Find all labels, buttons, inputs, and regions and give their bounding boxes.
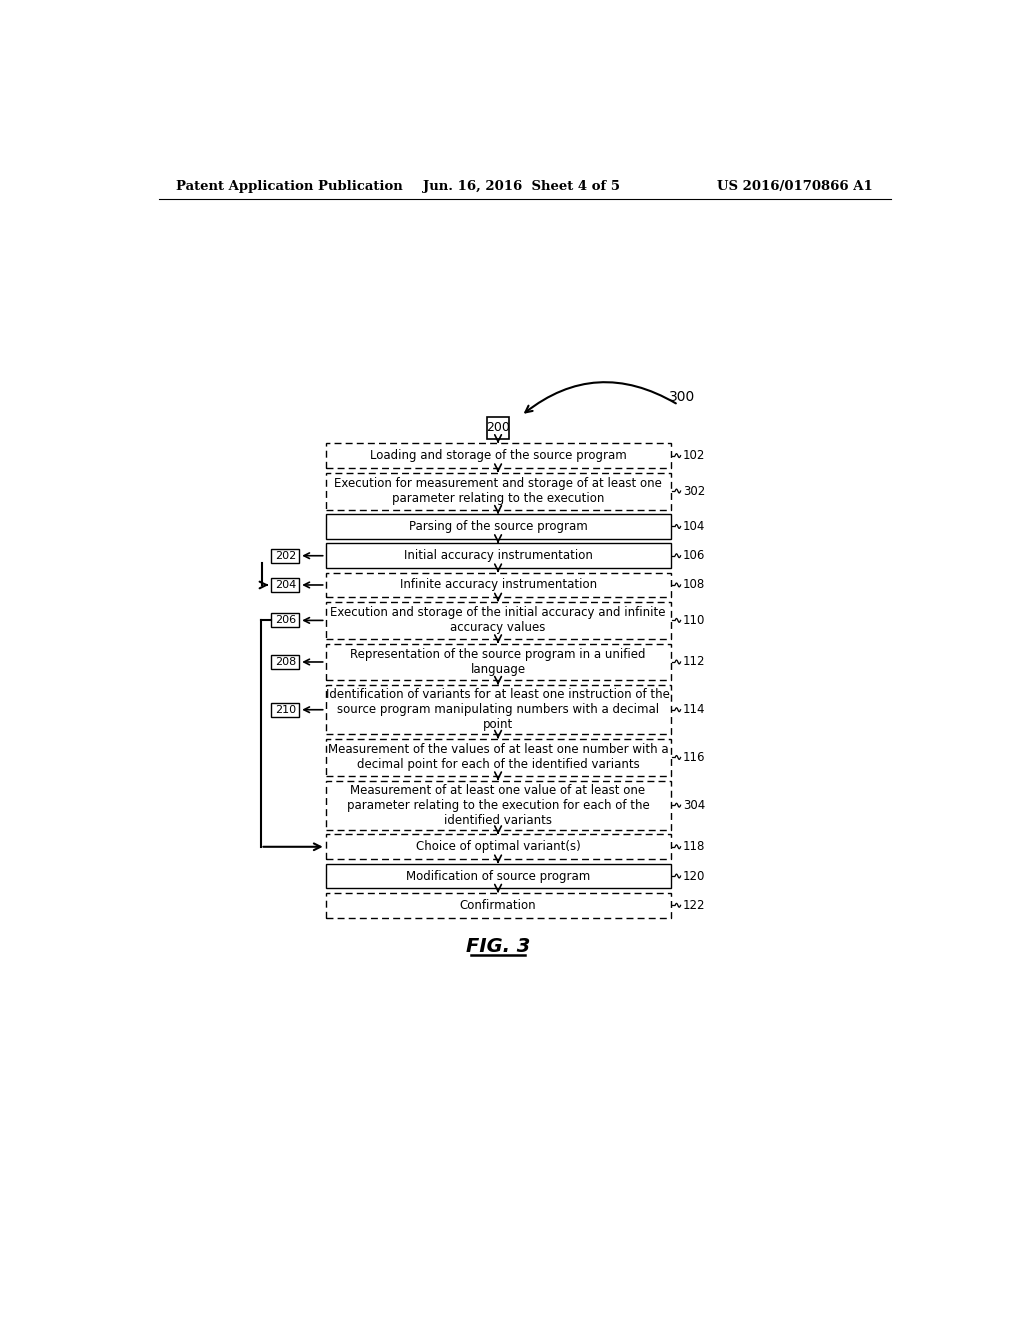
Text: Jun. 16, 2016  Sheet 4 of 5: Jun. 16, 2016 Sheet 4 of 5: [423, 181, 620, 194]
Text: Choice of optimal variant(s): Choice of optimal variant(s): [416, 841, 581, 853]
FancyBboxPatch shape: [326, 685, 671, 734]
Text: 120: 120: [683, 870, 706, 883]
Text: 110: 110: [683, 614, 706, 627]
Text: 108: 108: [683, 578, 706, 591]
Text: FIG. 3: FIG. 3: [466, 937, 530, 957]
Text: Measurement of at least one value of at least one
parameter relating to the exec: Measurement of at least one value of at …: [347, 784, 649, 826]
Text: 116: 116: [683, 751, 706, 764]
Text: 200: 200: [486, 421, 510, 434]
Text: Parsing of the source program: Parsing of the source program: [409, 520, 588, 533]
Text: Identification of variants for at least one instruction of the
source program ma: Identification of variants for at least …: [326, 688, 670, 731]
Text: 304: 304: [683, 799, 706, 812]
Text: 104: 104: [683, 520, 706, 533]
Text: Infinite accuracy instrumentation: Infinite accuracy instrumentation: [399, 578, 597, 591]
Text: 112: 112: [683, 656, 706, 668]
FancyBboxPatch shape: [271, 655, 299, 669]
Text: 208: 208: [274, 657, 296, 667]
FancyBboxPatch shape: [271, 578, 299, 591]
FancyBboxPatch shape: [326, 644, 671, 681]
Text: 114: 114: [683, 704, 706, 717]
FancyBboxPatch shape: [326, 780, 671, 830]
Text: 210: 210: [274, 705, 296, 714]
Text: 106: 106: [683, 549, 706, 562]
FancyBboxPatch shape: [271, 549, 299, 562]
FancyBboxPatch shape: [326, 573, 671, 598]
Text: 102: 102: [683, 449, 706, 462]
FancyBboxPatch shape: [271, 614, 299, 627]
FancyArrowPatch shape: [525, 383, 676, 412]
Text: US 2016/0170866 A1: US 2016/0170866 A1: [717, 181, 872, 194]
FancyBboxPatch shape: [326, 444, 671, 469]
Text: Execution and storage of the initial accuracy and infinite
accuracy values: Execution and storage of the initial acc…: [331, 606, 666, 635]
Text: Initial accuracy instrumentation: Initial accuracy instrumentation: [403, 549, 593, 562]
FancyBboxPatch shape: [326, 544, 671, 568]
Text: Execution for measurement and storage of at least one
parameter relating to the : Execution for measurement and storage of…: [334, 477, 662, 506]
Text: Representation of the source program in a unified
language: Representation of the source program in …: [350, 648, 646, 676]
FancyBboxPatch shape: [326, 892, 671, 917]
FancyBboxPatch shape: [487, 417, 509, 438]
FancyBboxPatch shape: [271, 702, 299, 717]
FancyBboxPatch shape: [326, 739, 671, 776]
Text: Patent Application Publication: Patent Application Publication: [176, 181, 402, 194]
Text: Confirmation: Confirmation: [460, 899, 537, 912]
FancyBboxPatch shape: [326, 602, 671, 639]
Text: 204: 204: [274, 579, 296, 590]
Text: Measurement of the values of at least one number with a
decimal point for each o: Measurement of the values of at least on…: [328, 743, 669, 771]
Text: 300: 300: [669, 391, 695, 404]
Text: 202: 202: [274, 550, 296, 561]
Text: Loading and storage of the source program: Loading and storage of the source progra…: [370, 449, 627, 462]
FancyBboxPatch shape: [326, 515, 671, 539]
Text: 206: 206: [274, 615, 296, 626]
FancyBboxPatch shape: [326, 473, 671, 510]
FancyBboxPatch shape: [326, 834, 671, 859]
FancyBboxPatch shape: [326, 863, 671, 888]
Text: Modification of source program: Modification of source program: [406, 870, 590, 883]
Text: 122: 122: [683, 899, 706, 912]
Text: 118: 118: [683, 841, 706, 853]
Text: 302: 302: [683, 484, 706, 498]
